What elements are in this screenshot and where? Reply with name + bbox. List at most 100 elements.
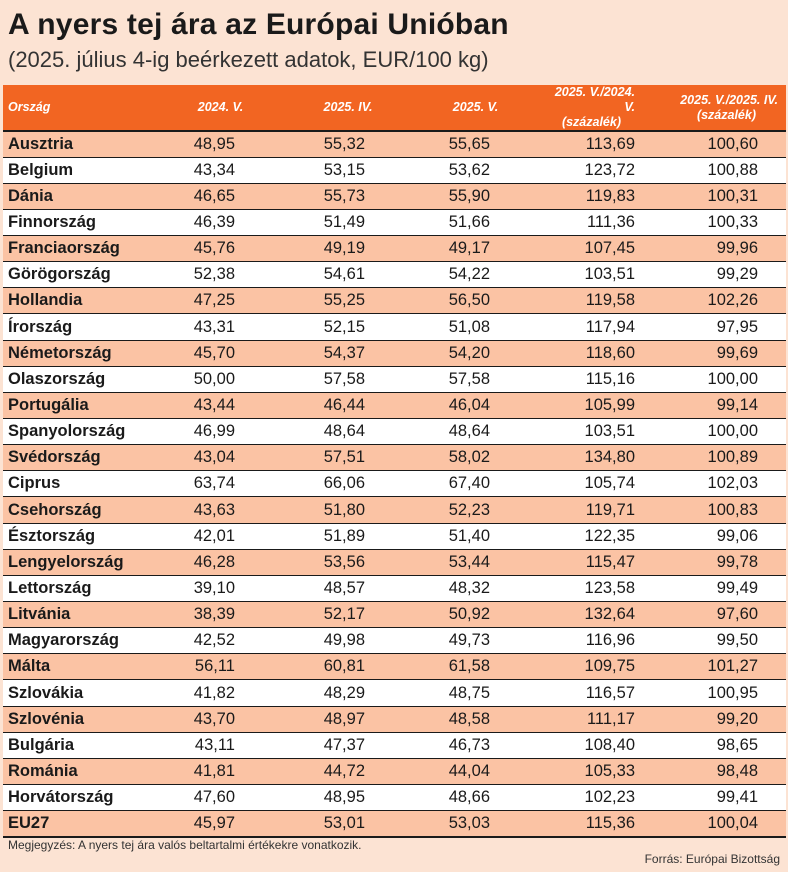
cell-2024-v: 47,60 xyxy=(158,784,283,812)
cell-ratio-mom: 102,26 xyxy=(663,287,786,315)
cell-2024-v: 46,65 xyxy=(158,183,283,210)
cell-country: Olaszország xyxy=(3,366,158,393)
cell-2025-v: 67,40 xyxy=(413,470,538,498)
cell-ratio-yoy: 105,99 xyxy=(538,392,663,420)
cell-2025-v: 55,90 xyxy=(413,183,538,210)
cell-2025-iv: 48,57 xyxy=(283,575,413,603)
cell-2024-v: 63,74 xyxy=(158,470,283,498)
cell-ratio-yoy: 115,47 xyxy=(538,549,663,576)
table-row: Svédország 43,04 57,51 58,02 134,80 100,89 xyxy=(3,444,786,472)
cell-ratio-mom: 99,50 xyxy=(663,627,786,655)
cell-country: Svédország xyxy=(3,444,158,472)
header-country: Ország xyxy=(3,85,158,132)
cell-ratio-yoy: 115,36 xyxy=(538,810,663,838)
table-row: Olaszország 50,00 57,58 57,58 115,16 100,00 xyxy=(3,366,786,393)
cell-2025-v: 48,58 xyxy=(413,706,538,733)
cell-2025-iv: 55,25 xyxy=(283,287,413,315)
cell-country: Ausztria xyxy=(3,131,158,158)
cell-2024-v: 45,76 xyxy=(158,235,283,263)
cell-country: Ciprus xyxy=(3,470,158,498)
cell-country: Németország xyxy=(3,340,158,367)
table-row: Írország 43,31 52,15 51,08 117,94 97,95 xyxy=(3,313,786,341)
cell-2025-iv: 52,17 xyxy=(283,601,413,629)
table-row: Görögország 52,38 54,61 54,22 103,51 99,29 xyxy=(3,261,786,289)
cell-2025-iv: 48,95 xyxy=(283,784,413,812)
cell-country: EU27 xyxy=(3,810,158,838)
table-row: Lengyelország 46,28 53,56 53,44 115,47 99,78 xyxy=(3,549,786,576)
cell-2025-iv: 44,72 xyxy=(283,758,413,786)
cell-country: Románia xyxy=(3,758,158,786)
table-header-row: Ország 2024. V. 2025. IV. 2025. V. 2025.… xyxy=(3,85,786,132)
cell-2025-v: 49,17 xyxy=(413,235,538,263)
cell-ratio-mom: 99,49 xyxy=(663,575,786,603)
cell-ratio-yoy: 132,64 xyxy=(538,601,663,629)
cell-ratio-yoy: 119,58 xyxy=(538,287,663,315)
cell-2025-iv: 60,81 xyxy=(283,653,413,681)
cell-country: Dánia xyxy=(3,183,158,210)
cell-2025-iv: 54,61 xyxy=(283,261,413,289)
cell-ratio-mom: 101,27 xyxy=(663,653,786,681)
cell-2025-v: 53,44 xyxy=(413,549,538,576)
cell-ratio-mom: 100,00 xyxy=(663,418,786,446)
cell-2024-v: 41,81 xyxy=(158,758,283,786)
table-body: Ausztria 48,95 55,32 55,65 113,69 100,60 Belgi… xyxy=(3,131,786,838)
cell-country: Finnország xyxy=(3,209,158,237)
cell-2024-v: 46,39 xyxy=(158,209,283,237)
cell-country: Bulgária xyxy=(3,732,158,759)
table-row: Spanyolország 46,99 48,64 48,64 103,51 100,00 xyxy=(3,418,786,446)
cell-2025-v: 48,64 xyxy=(413,418,538,446)
cell-country: Görögország xyxy=(3,261,158,289)
cell-ratio-yoy: 109,75 xyxy=(538,653,663,681)
cell-2025-v: 53,62 xyxy=(413,157,538,184)
cell-ratio-yoy: 111,17 xyxy=(538,706,663,733)
cell-2025-iv: 66,06 xyxy=(283,470,413,498)
table-row: Csehország 43,63 51,80 52,23 119,71 100,83 xyxy=(3,496,786,524)
cell-ratio-mom: 100,89 xyxy=(663,444,786,472)
cell-country: Belgium xyxy=(3,157,158,184)
cell-2024-v: 45,97 xyxy=(158,810,283,838)
table-row: Szlovénia 43,70 48,97 48,58 111,17 99,20 xyxy=(3,706,786,733)
cell-2025-v: 55,65 xyxy=(413,131,538,158)
cell-ratio-mom: 100,04 xyxy=(663,810,786,838)
cell-ratio-yoy: 134,80 xyxy=(538,444,663,472)
table-row: Ciprus 63,74 66,06 67,40 105,74 102,03 xyxy=(3,470,786,498)
cell-ratio-mom: 100,60 xyxy=(663,131,786,158)
cell-ratio-yoy: 117,94 xyxy=(538,313,663,341)
header-ratio-yoy: 2025. V./2024. V. (százalék) xyxy=(538,85,663,132)
cell-2025-v: 53,03 xyxy=(413,810,538,838)
header-2025-v: 2025. V. xyxy=(413,85,538,132)
cell-2024-v: 56,11 xyxy=(158,653,283,681)
cell-country: Spanyolország xyxy=(3,418,158,446)
cell-ratio-yoy: 118,60 xyxy=(538,340,663,367)
header-ratio-yoy-line1: 2025. V./2024. V. xyxy=(554,85,635,114)
table-row: Finnország 46,39 51,49 51,66 111,36 100,33 xyxy=(3,209,786,237)
cell-2025-v: 50,92 xyxy=(413,601,538,629)
cell-ratio-mom: 100,88 xyxy=(663,157,786,184)
cell-2024-v: 46,28 xyxy=(158,549,283,576)
cell-country: Észtország xyxy=(3,523,158,550)
cell-2024-v: 43,63 xyxy=(158,496,283,524)
cell-2024-v: 43,34 xyxy=(158,157,283,184)
page-title: A nyers tej ára az Európai Unióban xyxy=(8,8,509,41)
cell-ratio-yoy: 119,71 xyxy=(538,496,663,524)
header-ratio-mom: 2025. V./2025. IV. (százalék) xyxy=(663,85,786,132)
cell-country: Szlovákia xyxy=(3,679,158,707)
cell-ratio-mom: 100,95 xyxy=(663,679,786,707)
cell-ratio-yoy: 123,72 xyxy=(538,157,663,184)
cell-2025-v: 54,22 xyxy=(413,261,538,289)
cell-ratio-mom: 98,48 xyxy=(663,758,786,786)
table-row: Franciaország 45,76 49,19 49,17 107,45 99,96 xyxy=(3,235,786,263)
cell-ratio-mom: 100,31 xyxy=(663,183,786,210)
header-ratio-yoy-line2: (százalék) xyxy=(561,115,621,129)
cell-2025-iv: 53,01 xyxy=(283,810,413,838)
cell-2025-v: 57,58 xyxy=(413,366,538,393)
table-row: Dánia 46,65 55,73 55,90 119,83 100,31 xyxy=(3,183,786,210)
page-subtitle: (2025. július 4-ig beérkezett adatok, EU… xyxy=(8,47,489,72)
cell-2025-iv: 51,49 xyxy=(283,209,413,237)
cell-2025-iv: 52,15 xyxy=(283,313,413,341)
cell-ratio-mom: 99,29 xyxy=(663,261,786,289)
cell-2025-iv: 55,73 xyxy=(283,183,413,210)
cell-2025-iv: 51,80 xyxy=(283,496,413,524)
table-row: Litvánia 38,39 52,17 50,92 132,64 97,60 xyxy=(3,601,786,629)
cell-ratio-mom: 99,69 xyxy=(663,340,786,367)
